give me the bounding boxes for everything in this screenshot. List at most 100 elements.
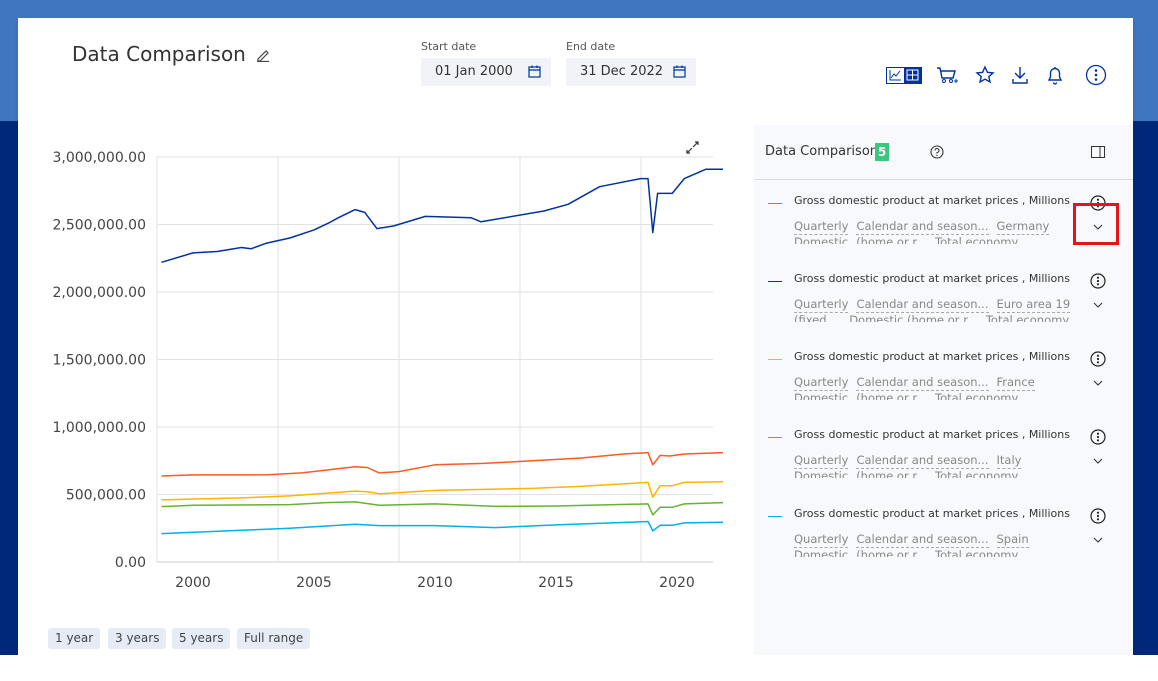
- series-color-swatch: [768, 437, 782, 438]
- expand-chevron-icon[interactable]: [1092, 457, 1104, 465]
- series-line-euro-area-19: [161, 168, 723, 264]
- y-tick-label: 2,000,000.00: [52, 285, 146, 301]
- series-item[interactable]: Gross domestic product at market prices …: [754, 424, 1133, 484]
- series-dimensions: Quarterly Calendar and season... Spain Dome…: [794, 532, 1089, 557]
- end-date-label: End date: [566, 40, 616, 53]
- dimension-tag[interactable]: Total economy: [935, 391, 1018, 400]
- expand-chevron-icon[interactable]: [1092, 301, 1104, 309]
- series-title: Gross domestic product at market prices …: [794, 272, 1070, 285]
- comparison-sidebar: Data Comparison 5 Gross domestic product…: [754, 125, 1133, 655]
- series-title: Gross domestic product at market prices …: [794, 428, 1070, 441]
- series-options-icon[interactable]: [1090, 429, 1106, 445]
- download-icon[interactable]: [1009, 64, 1031, 86]
- x-tick-label: 2020: [659, 575, 695, 591]
- chart-table-toggle-icon[interactable]: [886, 67, 922, 84]
- dimension-tag[interactable]: Italy: [996, 453, 1022, 469]
- dimension-tag[interactable]: Total economy: [935, 469, 1018, 478]
- series-item[interactable]: Gross domestic product at market prices …: [754, 190, 1133, 250]
- page-title: Data Comparison: [72, 42, 246, 66]
- series-item[interactable]: Gross domestic product at market prices …: [754, 503, 1133, 563]
- x-tick-label: 2015: [538, 575, 574, 591]
- star-icon[interactable]: [974, 64, 996, 86]
- chart-panel: [18, 125, 754, 655]
- expand-icon[interactable]: [685, 140, 700, 155]
- dimension-tag[interactable]: Calendar and season...: [856, 375, 989, 391]
- series-title: Gross domestic product at market prices …: [794, 350, 1070, 363]
- expand-chevron-icon[interactable]: [1092, 536, 1104, 544]
- dimension-tag[interactable]: Domestic: [794, 548, 848, 557]
- x-tick-label: 2010: [417, 575, 453, 591]
- series-item[interactable]: Gross domestic product at market prices …: [754, 346, 1133, 406]
- start-date-value: 01 Jan 2000: [435, 64, 513, 79]
- cart-add-icon[interactable]: [936, 64, 958, 86]
- dimension-tag[interactable]: (home or r...: [856, 548, 927, 557]
- panel-toggle-icon[interactable]: [1091, 146, 1105, 158]
- start-date-label: Start date: [421, 40, 477, 53]
- series-options-icon[interactable]: [1090, 351, 1106, 367]
- dimension-tag[interactable]: Calendar and season...: [856, 453, 989, 469]
- series-dimensions: Quarterly Calendar and season... Italy Dome…: [794, 453, 1089, 478]
- more-options-icon[interactable]: [1085, 64, 1107, 86]
- dimension-tag[interactable]: (fixed ...: [794, 313, 841, 322]
- dimension-tag[interactable]: Quarterly: [794, 375, 849, 391]
- dimension-tag[interactable]: Total economy: [986, 313, 1069, 322]
- dimension-tag[interactable]: Euro area 19: [996, 297, 1071, 313]
- start-date-input[interactable]: 01 Jan 2000: [421, 58, 551, 86]
- dimension-tag[interactable]: Germany: [996, 219, 1050, 235]
- series-title: Gross domestic product at market prices …: [794, 194, 1070, 207]
- bell-icon[interactable]: [1044, 64, 1066, 86]
- range-full-button[interactable]: Full range: [237, 628, 311, 649]
- calendar-icon[interactable]: [528, 65, 541, 78]
- series-line-france: [161, 480, 724, 501]
- series-color-swatch: [768, 281, 782, 282]
- series-line-spain: [161, 520, 724, 535]
- series-dimensions: Quarterly Calendar and season... Euro area…: [794, 297, 1089, 322]
- dimension-tag[interactable]: Domestic (home or r...: [849, 313, 978, 322]
- series-item[interactable]: Gross domestic product at market prices …: [754, 268, 1133, 328]
- line-chart: 0.00 500,000.00 1,000,000.00 1,500,000.00 2,…: [52, 150, 724, 591]
- dimension-tag[interactable]: Quarterly: [794, 219, 849, 235]
- end-date-value: 31 Dec 2022: [580, 64, 664, 79]
- dimension-tag[interactable]: (home or r...: [856, 469, 927, 478]
- y-tick-label: 1,500,000.00: [52, 353, 146, 369]
- dimension-tag[interactable]: Domestic: [794, 235, 848, 244]
- series-options-icon[interactable]: [1090, 508, 1106, 524]
- series-color-swatch: [768, 516, 782, 517]
- x-tick-label: 2005: [296, 575, 332, 591]
- series-title: Gross domestic product at market prices …: [794, 507, 1070, 520]
- dimension-tag[interactable]: France: [996, 375, 1035, 391]
- series-line-germany: [161, 451, 724, 477]
- dimension-tag[interactable]: Domestic: [794, 469, 848, 478]
- dimension-tag[interactable]: Calendar and season...: [856, 297, 989, 313]
- sidebar-title: Data Comparison: [765, 144, 879, 159]
- dimension-tag[interactable]: (home or r...: [856, 235, 927, 244]
- range-3-years-button[interactable]: 3 years: [108, 628, 167, 649]
- series-color-swatch: [768, 359, 782, 360]
- dimension-tag[interactable]: Quarterly: [794, 453, 849, 469]
- dimension-tag[interactable]: Calendar and season...: [856, 219, 989, 235]
- expand-chevron-icon[interactable]: [1092, 379, 1104, 387]
- dimension-tag[interactable]: Total economy: [935, 235, 1018, 244]
- series-options-icon[interactable]: [1090, 273, 1106, 289]
- y-tick-label: 2,500,000.00: [52, 218, 146, 234]
- series-color-swatch: [768, 203, 782, 204]
- range-1-year-button[interactable]: 1 year: [48, 628, 101, 649]
- sidebar-header: Data Comparison 5: [754, 125, 1133, 180]
- y-tick-label: 1,000,000.00: [52, 420, 146, 436]
- series-dimensions: Quarterly Calendar and season... Germany Do…: [794, 219, 1089, 244]
- dimension-tag[interactable]: Spain: [996, 532, 1029, 548]
- dimension-tag[interactable]: Calendar and season...: [856, 532, 989, 548]
- end-date-input[interactable]: 31 Dec 2022: [566, 58, 696, 86]
- dimension-tag[interactable]: Total economy: [935, 548, 1018, 557]
- calendar-icon[interactable]: [673, 65, 686, 78]
- edit-title-icon[interactable]: [256, 48, 270, 62]
- dimension-tag[interactable]: (home or r...: [856, 391, 927, 400]
- y-tick-label: 0.00: [115, 555, 146, 571]
- dimension-tag[interactable]: Domestic: [794, 391, 848, 400]
- x-tick-label: 2000: [175, 575, 211, 591]
- help-icon[interactable]: [930, 145, 944, 159]
- expand-chevron-icon[interactable]: [1092, 223, 1104, 231]
- range-5-years-button[interactable]: 5 years: [172, 628, 231, 649]
- dimension-tag[interactable]: Quarterly: [794, 297, 849, 313]
- dimension-tag[interactable]: Quarterly: [794, 532, 849, 548]
